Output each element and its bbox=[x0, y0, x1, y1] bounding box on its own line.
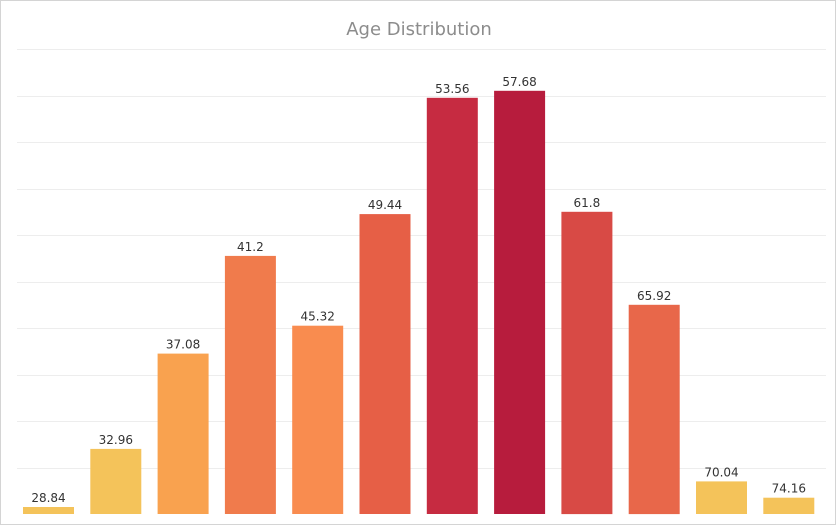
bar[interactable] bbox=[292, 325, 344, 514]
bar-value-label: 37.08 bbox=[166, 338, 200, 352]
bar-value-label: 53.56 bbox=[435, 82, 469, 96]
bar-value-label: 41.2 bbox=[237, 240, 264, 254]
bar[interactable] bbox=[426, 97, 478, 515]
bar[interactable] bbox=[224, 255, 276, 514]
bar-value-label: 61.8 bbox=[574, 196, 601, 210]
bar[interactable] bbox=[494, 90, 546, 515]
bar-value-label: 70.04 bbox=[704, 465, 738, 479]
bar-value-label: 65.92 bbox=[637, 289, 671, 303]
bar[interactable] bbox=[90, 448, 142, 514]
bar[interactable] bbox=[696, 481, 747, 514]
bar-value-label: 32.96 bbox=[99, 433, 133, 447]
chart-title: Age Distribution bbox=[346, 19, 492, 40]
bar[interactable] bbox=[359, 214, 411, 514]
bar[interactable] bbox=[628, 304, 680, 515]
bar-value-label: 49.44 bbox=[368, 198, 402, 212]
bar-value-label: 28.84 bbox=[31, 491, 65, 505]
bar[interactable] bbox=[561, 211, 613, 515]
bar-value-label: 45.32 bbox=[301, 310, 335, 324]
bar-value-label: 74.16 bbox=[772, 482, 806, 496]
bar[interactable] bbox=[157, 353, 209, 514]
bar-value-label: 57.68 bbox=[502, 75, 536, 89]
bar[interactable] bbox=[23, 507, 74, 514]
bar[interactable] bbox=[763, 497, 815, 514]
